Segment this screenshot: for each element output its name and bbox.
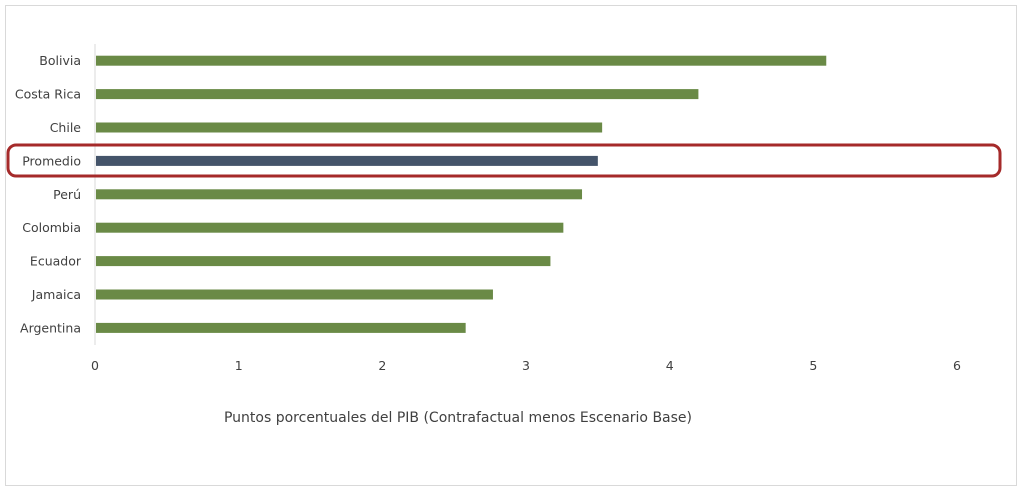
bar-chile xyxy=(96,122,603,133)
category-label: Colombia xyxy=(22,220,81,235)
x-tick-label: 1 xyxy=(235,358,243,373)
category-label: Bolivia xyxy=(39,53,81,68)
x-tick-label: 0 xyxy=(91,358,99,373)
bar-ecuador xyxy=(96,256,551,267)
bar-perú xyxy=(96,189,583,200)
x-tick-label: 5 xyxy=(809,358,817,373)
category-label: Promedio xyxy=(22,153,81,168)
bar-costa-rica xyxy=(96,89,699,100)
x-tick-label: 2 xyxy=(378,358,386,373)
highlight-box xyxy=(6,143,1002,178)
x-tick-label: 4 xyxy=(666,358,674,373)
bar-bolivia xyxy=(96,55,827,66)
category-label: Costa Rica xyxy=(15,87,81,102)
bar-colombia xyxy=(96,222,564,233)
x-tick-label: 3 xyxy=(522,358,530,373)
x-axis-title: Puntos porcentuales del PIB (Contrafactu… xyxy=(224,410,692,426)
bar-argentina xyxy=(96,322,466,333)
category-label: Chile xyxy=(50,120,82,135)
bar-promedio xyxy=(96,155,598,166)
x-tick-label: 6 xyxy=(953,358,961,373)
category-label: Argentina xyxy=(20,320,81,335)
bar-jamaica xyxy=(96,289,493,300)
category-label: Perú xyxy=(53,187,81,202)
category-label: Ecuador xyxy=(30,254,82,269)
category-label: Jamaica xyxy=(31,287,81,302)
chart-frame xyxy=(5,5,1017,486)
